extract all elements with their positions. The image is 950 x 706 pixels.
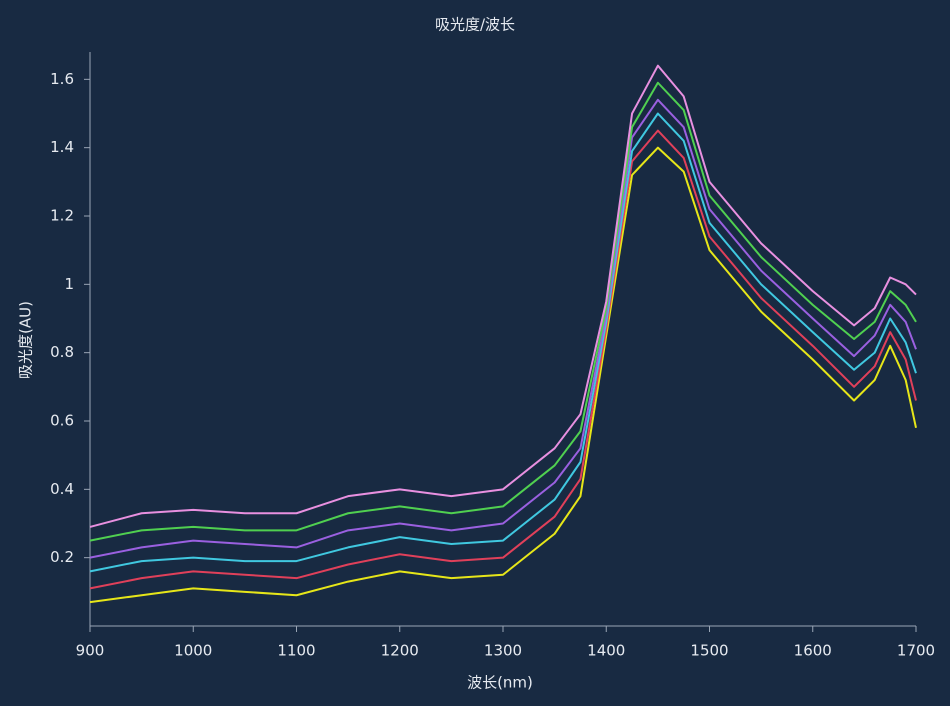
x-tick-label: 1000 [174, 642, 212, 660]
x-tick-label: 1400 [587, 642, 625, 660]
x-tick-label: 1700 [897, 642, 935, 660]
x-tick-label: 900 [76, 642, 105, 660]
y-tick-label: 0.6 [50, 412, 74, 430]
y-tick-label: 1.2 [50, 207, 74, 225]
y-tick-label: 1 [64, 275, 74, 293]
spectrum-line [89, 98, 917, 559]
y-tick-label: 0.8 [50, 343, 74, 361]
x-tick-label: 1500 [690, 642, 728, 660]
spectrum-line [89, 146, 917, 604]
x-tick-label: 1300 [484, 642, 522, 660]
y-tick-label: 0.4 [50, 480, 74, 498]
x-tick-label: 1200 [381, 642, 419, 660]
x-tick-label: 1600 [794, 642, 832, 660]
y-tick-label: 0.2 [50, 548, 74, 566]
y-tick-label: 1.6 [50, 70, 74, 88]
y-tick-label: 1.4 [50, 138, 74, 156]
spectrum-line [89, 81, 917, 542]
y-axis-label: 吸光度(AU) [17, 301, 35, 379]
spectrum-line [89, 112, 917, 573]
x-tick-label: 1100 [277, 642, 315, 660]
spectrum-line [89, 129, 917, 590]
spectrum-line [89, 64, 917, 528]
x-axis-label: 波长(nm) [467, 674, 533, 692]
chart-title: 吸光度/波长 [435, 16, 515, 34]
